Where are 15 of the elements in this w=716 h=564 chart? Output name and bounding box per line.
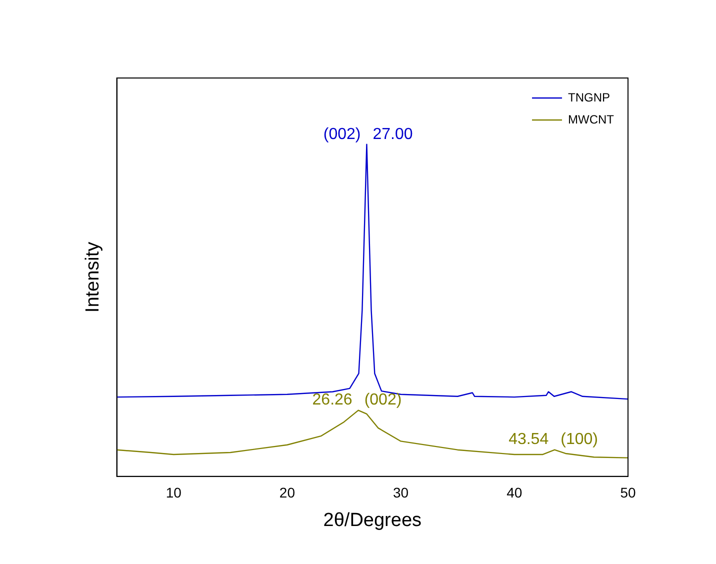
- x-axis-title: 2θ/Degrees: [323, 510, 422, 531]
- annotation: 26.26: [312, 392, 352, 409]
- annotation: (100): [560, 431, 598, 448]
- x-tick-label: 40: [506, 484, 522, 501]
- y-axis-title: Intensity: [82, 241, 104, 313]
- x-tick-label: 50: [620, 484, 636, 501]
- annotation: 27.00: [372, 126, 413, 143]
- annotation: (002): [364, 392, 402, 409]
- x-tick-label: 20: [279, 484, 296, 501]
- legend-label: MWCNT: [568, 112, 615, 126]
- x-tick-label: 10: [166, 484, 182, 501]
- x-tick-label: 30: [393, 484, 409, 501]
- annotation: 43.54: [508, 431, 549, 448]
- legend-label: TNGNP: [568, 90, 610, 104]
- annotation: (002): [323, 126, 361, 143]
